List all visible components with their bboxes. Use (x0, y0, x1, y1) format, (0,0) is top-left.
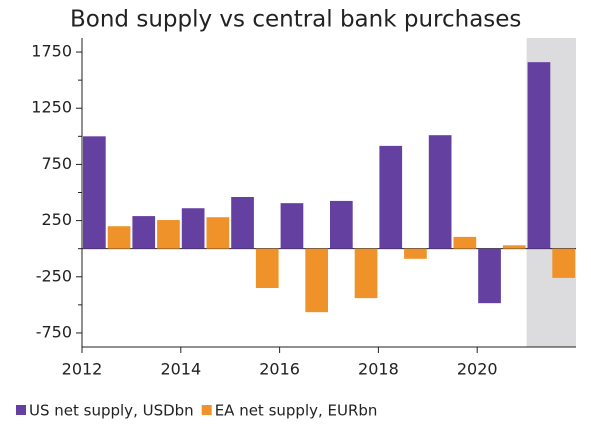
legend-label: EA net supply, EURbn (215, 402, 378, 420)
bar (502, 245, 526, 249)
x-tick-label: 2020 (457, 360, 498, 379)
bar (132, 216, 156, 249)
bar (231, 196, 254, 249)
legend-label: US net supply, USDbn (29, 402, 194, 420)
bar (305, 248, 328, 313)
bar (428, 135, 452, 249)
x-tick-label: 2012 (62, 360, 103, 379)
x-tick-label: 2016 (259, 360, 300, 379)
bar (379, 145, 403, 249)
bar (527, 62, 551, 249)
bar (330, 200, 353, 249)
chart-title: Bond supply vs central bank purchases (70, 7, 521, 33)
bar (453, 236, 477, 249)
legend-swatch (201, 405, 212, 415)
bar (107, 226, 131, 249)
y-tick-label: -250 (36, 266, 72, 285)
bar (404, 248, 427, 259)
bar (255, 248, 279, 289)
bar (354, 248, 378, 299)
y-tick-label: -750 (36, 322, 72, 341)
y-tick-label: 1250 (31, 98, 72, 117)
bar (206, 217, 230, 249)
legend-swatch (16, 405, 26, 415)
bar (478, 248, 501, 304)
bar (181, 208, 205, 249)
x-tick-label: 2014 (160, 360, 201, 379)
bar (157, 220, 180, 249)
y-tick-label: 1750 (31, 42, 72, 61)
x-tick-label: 2018 (358, 360, 399, 379)
y-tick-label: 750 (41, 154, 72, 173)
y-tick-label: 250 (41, 210, 72, 229)
bar (552, 248, 575, 278)
bar (280, 203, 304, 249)
bar (83, 136, 106, 249)
